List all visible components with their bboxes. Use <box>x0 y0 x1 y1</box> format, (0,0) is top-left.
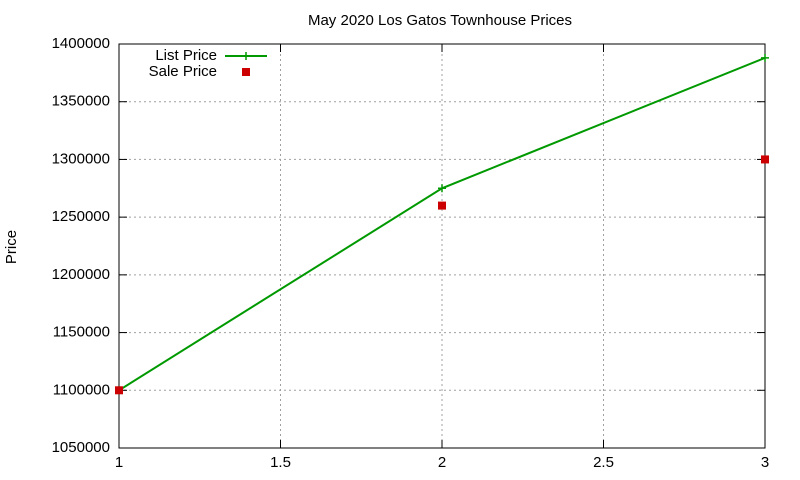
marker <box>761 53 769 62</box>
marker <box>761 155 769 164</box>
legend-marker <box>242 52 250 60</box>
x-tick-label: 2 <box>438 454 446 471</box>
legend-label: List Price <box>155 47 217 64</box>
y-tick-label: 1100000 <box>53 381 110 398</box>
x-tick-label: 1 <box>115 454 123 471</box>
y-tick-label: 1400000 <box>52 35 110 52</box>
x-tick-label: 1.5 <box>270 454 291 471</box>
y-tick-label: 1300000 <box>52 150 110 167</box>
y-tick-label: 1050000 <box>52 439 110 456</box>
plot-border <box>118 43 766 449</box>
marker <box>438 201 446 210</box>
marker <box>115 386 123 395</box>
x-tick-label: 3 <box>761 454 769 471</box>
y-tick-label: 1200000 <box>52 266 110 283</box>
y-tick-label: 1250000 <box>52 208 110 225</box>
legend-label: Sale Price <box>149 63 217 80</box>
y-tick-label: 1150000 <box>53 324 110 341</box>
x-tick-label: 2.5 <box>593 454 614 471</box>
marker <box>438 184 446 193</box>
chart-title: May 2020 Los Gatos Townhouse Prices <box>308 12 572 29</box>
legend-marker <box>242 68 250 76</box>
y-tick-label: 1350000 <box>52 93 110 110</box>
y-axis-label: Price <box>3 230 20 264</box>
